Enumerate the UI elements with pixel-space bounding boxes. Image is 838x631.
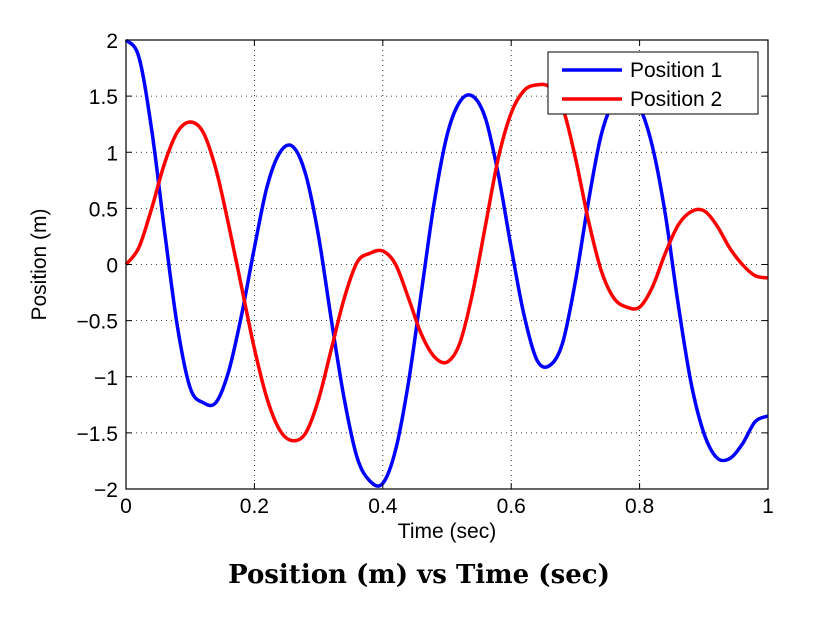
legend-box <box>547 51 759 115</box>
y-tick-label: −0.5 <box>77 311 118 334</box>
x-tick-label: 0.6 <box>497 495 526 518</box>
x-tick-label: 1 <box>762 495 774 518</box>
x-tick-label: 0.8 <box>625 495 654 518</box>
x-axis-label: Time (sec) <box>398 520 496 543</box>
series-group <box>124 38 769 488</box>
figure-caption: Position (m) vs Time (sec) <box>228 560 610 590</box>
y-tick-label: −1 <box>94 367 118 390</box>
y-axis-label: Position (m) <box>28 208 51 320</box>
y-tick-label: 0 <box>106 255 118 278</box>
legend-label-position-2: Position 2 <box>630 88 722 111</box>
series-line-2 <box>124 82 769 443</box>
axis-ticks: 0 0.2 0.4 0.6 0.8 1 −2 −1.5 −1 −0.5 0 0.5 1 1.5 2 <box>77 30 774 518</box>
x-tick-label: 0 <box>120 495 132 518</box>
legend: Position 1 Position 2 <box>547 51 759 115</box>
x-tick-label: 0.2 <box>240 495 269 518</box>
y-tick-label: 1 <box>106 142 118 165</box>
y-tick-label: 1.5 <box>89 86 118 109</box>
y-tick-label: −2 <box>94 479 118 502</box>
legend-label-position-1: Position 1 <box>630 59 722 82</box>
y-tick-label: 0.5 <box>89 198 118 221</box>
series-line-1 <box>124 38 769 488</box>
y-tick-label: −1.5 <box>77 423 118 446</box>
x-tick-label: 0.4 <box>368 495 398 518</box>
y-tick-label: 2 <box>106 30 118 53</box>
